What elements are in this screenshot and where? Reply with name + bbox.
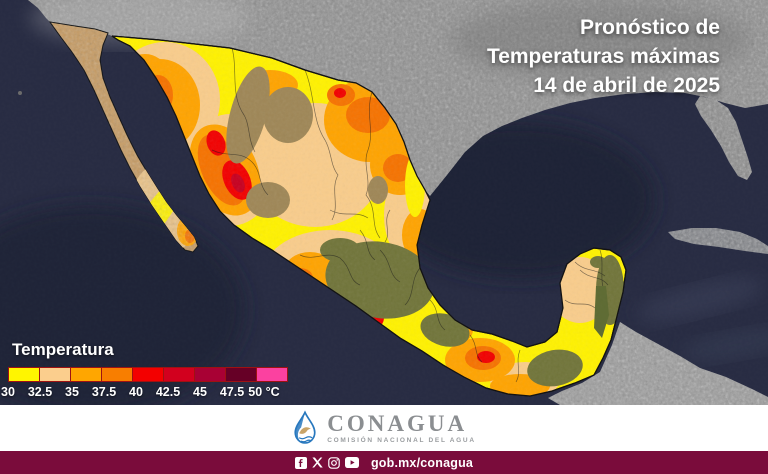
temperature-legend: Temperatura 30 32.5 35 37.5 40 42.5 45 47.5 50 °… <box>1 340 328 401</box>
conagua-drop-icon <box>294 410 316 444</box>
legend-color-cell <box>70 367 102 382</box>
legend-tick-label: 32.5 <box>27 385 53 399</box>
legend-tick-label: 47.5 <box>219 385 245 399</box>
mexico-temperature-map <box>0 0 768 405</box>
legend-color-cell <box>132 367 164 382</box>
conagua-logo-text: CONAGUA COMISIÓN NACIONAL DEL AGUA <box>327 412 475 445</box>
instagram-icon[interactable] <box>328 456 340 469</box>
map-area: Pronóstico de Temperaturas máximas 14 de… <box>0 0 768 405</box>
legend-color-cell <box>163 367 195 382</box>
legend-color-cell <box>225 367 257 382</box>
legend-color-cell <box>39 367 71 382</box>
title-line-2: Temperaturas máximas <box>486 45 720 68</box>
legend-color-cell <box>8 367 40 382</box>
title-line-1: Pronóstico de <box>579 16 720 39</box>
legend-tick-label: 37.5 <box>91 385 117 399</box>
legend-tick-label: 40 <box>129 385 143 399</box>
conagua-name: CONAGUA <box>327 410 468 436</box>
legend-labels: 30 32.5 35 37.5 40 42.5 45 47.5 50 °C <box>1 385 308 401</box>
legend-tick-label: 42.5 <box>155 385 181 399</box>
legend-title: Temperatura <box>12 340 114 359</box>
x-icon[interactable] <box>312 457 323 468</box>
conagua-subtitle: COMISIÓN NACIONAL DEL AGUA <box>327 436 476 444</box>
legend-tick-label: 35 <box>65 385 79 399</box>
legend-tick-label: 50 °C <box>248 385 280 399</box>
legend-color-cell <box>256 367 288 382</box>
facebook-icon[interactable] <box>294 456 307 469</box>
conagua-logo: CONAGUA COMISIÓN NACIONAL DEL AGUA <box>292 410 475 446</box>
legend-tick-label: 30 <box>1 385 15 399</box>
gob-mx-link[interactable]: gob.mx/conagua <box>370 455 474 470</box>
youtube-icon[interactable] <box>344 457 359 468</box>
title-line-3: 14 de abril de 2025 <box>533 74 720 97</box>
legend-tick-label: 45 <box>193 385 207 399</box>
map-title: Pronóstico de Temperaturas máximas 14 de… <box>487 13 720 100</box>
footer-logo-strip: CONAGUA COMISIÓN NACIONAL DEL AGUA <box>0 405 768 451</box>
legend-color-cell <box>101 367 133 382</box>
gov-footer-bar: gob.mx/conagua <box>0 451 768 474</box>
legend-bar <box>8 367 297 382</box>
social-icons <box>294 456 359 469</box>
legend-color-cell <box>194 367 226 382</box>
